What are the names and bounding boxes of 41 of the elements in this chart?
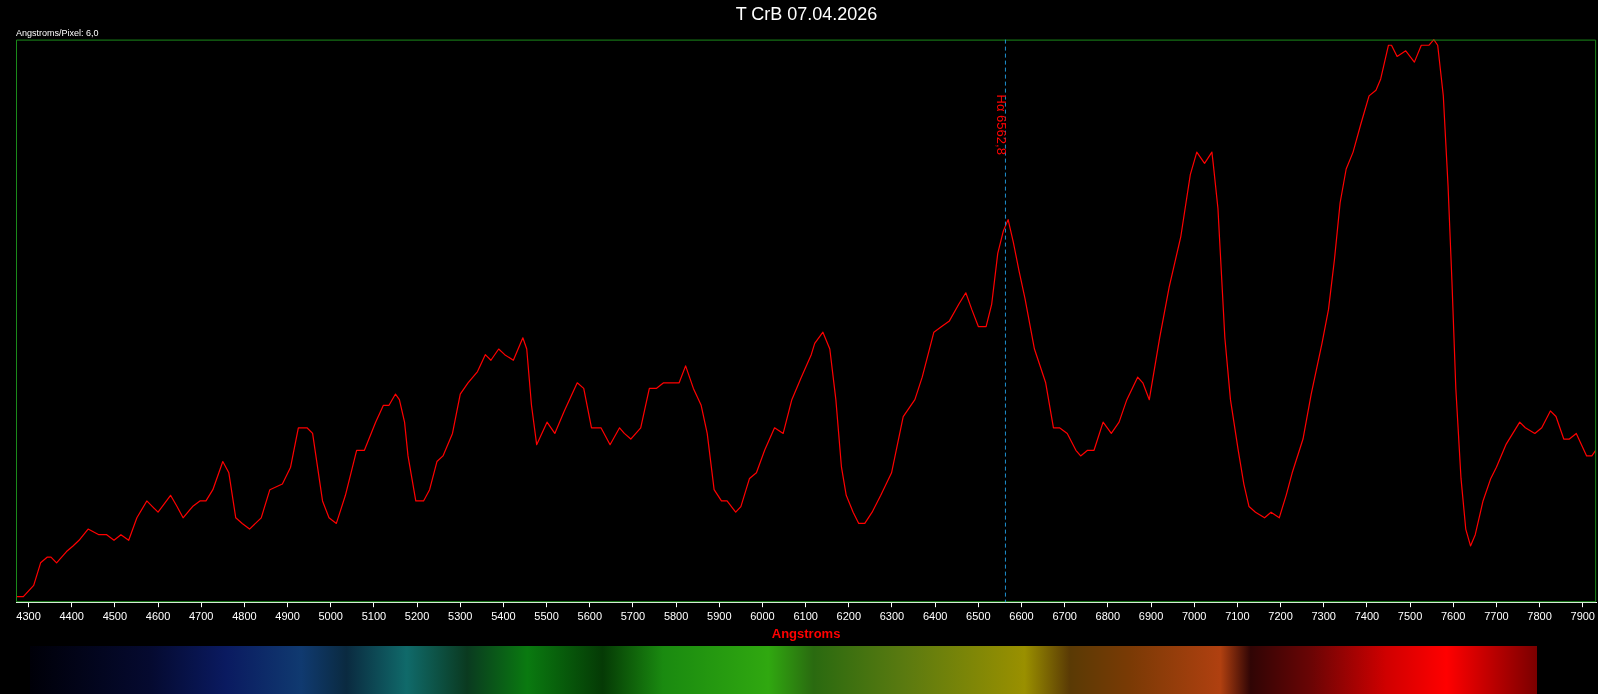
- x-tick-label: 7200: [1268, 609, 1293, 622]
- x-tick-label: 6600: [1009, 609, 1034, 622]
- x-tick-label: 5800: [663, 609, 689, 622]
- x-tick-label: 5700: [620, 609, 646, 622]
- x-tick-label: 7900: [1570, 609, 1595, 622]
- x-tick-label: 4600: [145, 609, 171, 622]
- x-tick-label: 5000: [318, 609, 343, 622]
- x-tick-label: 6300: [879, 609, 905, 622]
- x-tick-label: 5600: [577, 609, 603, 622]
- x-tick-label: 7000: [1181, 609, 1207, 622]
- x-tick-label: 6500: [966, 609, 991, 622]
- x-tick-label: 7300: [1311, 609, 1336, 622]
- text: Angstroms/Pixel: 6,0: [16, 27, 99, 38]
- x-tick-label: 4800: [232, 609, 257, 622]
- x-axis-title: Angstroms: [771, 625, 841, 641]
- x-tick-label: 5500: [534, 609, 559, 622]
- x-tick-label: 5200: [404, 609, 430, 622]
- x-tick-label: 6100: [793, 609, 818, 622]
- x-tick-label: 5900: [707, 609, 732, 622]
- x-tick-label: 7400: [1354, 609, 1380, 622]
- x-tick-label: 6800: [1095, 609, 1121, 622]
- x-tick-label: 7800: [1527, 609, 1552, 622]
- x-tick-label: 4400: [59, 609, 84, 622]
- x-tick-label: 4300: [16, 609, 41, 622]
- x-tick-label: 7100: [1225, 609, 1250, 622]
- ref-line-label: Hα 6562,8: [994, 94, 1010, 155]
- x-tick-label: 5300: [448, 609, 473, 622]
- x-tick-label: 7700: [1484, 609, 1509, 622]
- x-tick-label: 6200: [836, 609, 862, 622]
- x-tick-label: 4500: [102, 609, 128, 622]
- x-tick-label: 6900: [1138, 609, 1164, 622]
- x-tick-label: 5400: [491, 609, 516, 622]
- x-tick-label: 5100: [361, 609, 387, 622]
- x-tick-label: 6700: [1052, 609, 1077, 622]
- x-tick-label: 7600: [1440, 609, 1466, 622]
- chart-title: T CrB 07.04.2026: [735, 3, 878, 24]
- x-tick-label: 4700: [188, 609, 214, 622]
- x-tick-label: 6400: [922, 609, 948, 622]
- x-tick-label: 6000: [750, 609, 775, 622]
- x-tick-label: 4900: [275, 609, 300, 622]
- x-tick-label: 7500: [1397, 609, 1423, 622]
